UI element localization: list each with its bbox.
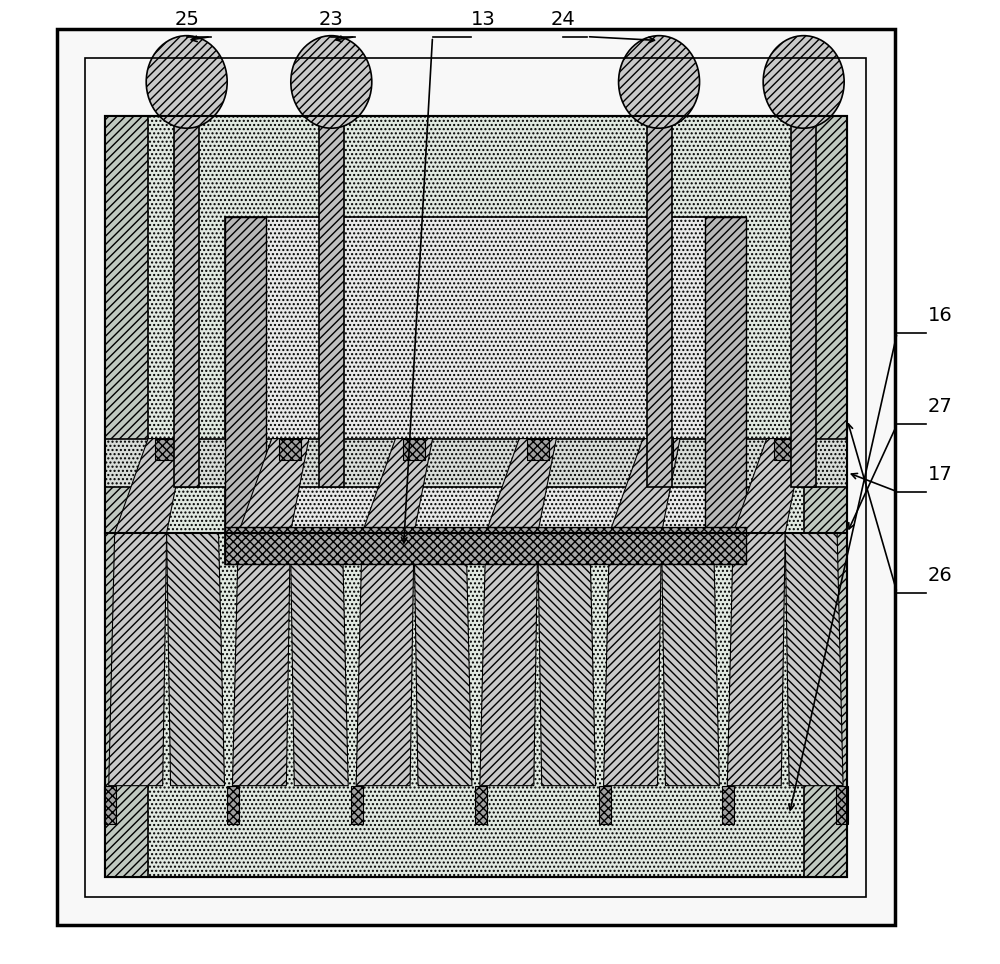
Text: 25: 25 [174,10,199,29]
Ellipse shape [291,36,372,128]
Bar [403,439,425,460]
Polygon shape [232,533,290,786]
Polygon shape [115,439,185,533]
Bar [174,101,199,487]
Polygon shape [109,533,167,786]
Text: 13: 13 [471,10,496,29]
Polygon shape [661,533,719,786]
Ellipse shape [619,36,700,128]
Polygon shape [604,533,661,786]
Bar [225,217,266,564]
Bar [227,786,239,824]
Bar [225,217,746,564]
Bar [155,439,178,460]
Text: 24: 24 [550,10,575,29]
Polygon shape [238,439,309,533]
Bar [791,101,816,487]
Bar [319,101,344,487]
Ellipse shape [146,36,227,128]
Text: 27: 27 [928,397,953,416]
Polygon shape [167,533,225,786]
Polygon shape [356,533,414,786]
Bar [599,786,611,824]
Bar [105,116,148,877]
Bar [722,786,734,824]
Polygon shape [785,533,843,786]
Bar [105,116,847,877]
Text: 23: 23 [319,10,344,29]
Polygon shape [733,439,804,533]
Bar [351,786,363,824]
Polygon shape [486,439,556,533]
Polygon shape [610,439,680,533]
Polygon shape [538,533,596,786]
Text: 16: 16 [928,306,953,325]
Text: 17: 17 [928,465,953,484]
Text: 26: 26 [928,566,953,585]
Bar [104,786,116,824]
Bar [105,116,847,877]
Bar [225,527,746,564]
Polygon shape [414,533,472,786]
Bar [647,101,672,487]
Ellipse shape [763,36,844,128]
Bar [57,29,895,925]
Bar [279,439,301,460]
Polygon shape [290,533,348,786]
Polygon shape [727,533,785,786]
Polygon shape [480,533,538,786]
Bar [105,439,847,487]
Bar [774,439,796,460]
Bar [527,439,549,460]
Bar [650,439,673,460]
Bar [804,116,847,877]
Bar [85,58,866,897]
Bar [836,786,848,824]
Bar [705,217,746,564]
Polygon shape [362,439,433,533]
Bar [475,786,487,824]
